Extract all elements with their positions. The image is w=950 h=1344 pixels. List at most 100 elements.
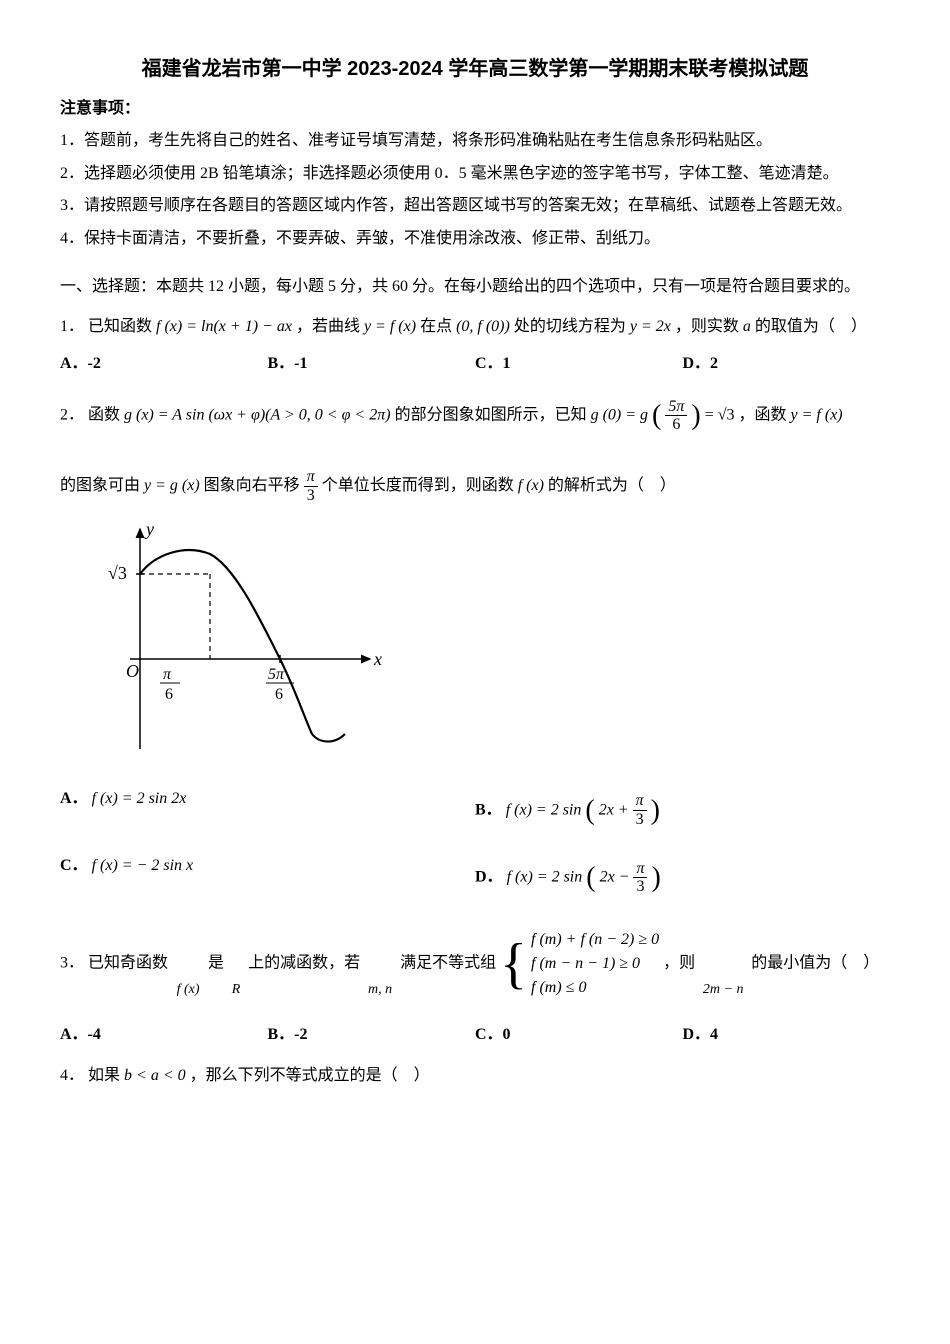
q1-choice-b: B．-1 — [268, 349, 476, 379]
q3-expr: 2m − n — [703, 973, 744, 1007]
notice-item: 3．请按照题号顺序在各题目的答题区域内作答，超出答题区域书写的答案无效；在草稿纸… — [60, 191, 890, 221]
question-2-line2: 的图象可由 y = g (x) 图象向右平移 π 3 个单位长度而得到，则函数 … — [60, 468, 890, 504]
frac-num: π — [633, 792, 647, 811]
frac-den: 3 — [304, 487, 318, 505]
frac-num: 5π — [665, 398, 687, 417]
q1-text: 处的切线方程为 — [514, 318, 630, 335]
choice-expr: f (x) = 2 sin 2x — [92, 790, 187, 807]
rparen-icon: ) — [651, 862, 660, 893]
q2-choice-c: C． f (x) = − 2 sin x — [60, 851, 475, 904]
q1-a: a — [743, 318, 751, 335]
q3-brace: { f (m) + f (n − 2) ≥ 0 f (m − n − 1) ≥ … — [500, 928, 659, 1000]
frac-num: π — [304, 468, 318, 487]
q1-tail: 的取值为（ ） — [755, 318, 867, 335]
graph-xtick2-den: 6 — [275, 686, 283, 703]
notice-heading: 注意事项： — [60, 94, 890, 124]
brace-row: f (m) + f (n − 2) ≥ 0 — [531, 928, 659, 952]
q1-f-expr: f (x) = ln(x + 1) − ax — [156, 318, 292, 335]
q1-y-expr: y = f (x) — [364, 318, 416, 335]
question-4: 4． 如果 b < a < 0 ，那么下列不等式成立的是（ ） — [60, 1061, 890, 1091]
question-1: 1． 已知函数 f (x) = ln(x + 1) − ax ，若曲线 y = … — [60, 312, 890, 342]
q2-text: 的图象可由 — [60, 477, 144, 494]
q3-fx: f (x) — [177, 973, 200, 1007]
q4-number: 4． — [60, 1067, 84, 1084]
q1-choice-d: D．2 — [683, 349, 891, 379]
q4-text: ，那么下列不等式成立的是（ ） — [190, 1067, 430, 1084]
q3-mn: m, n — [368, 973, 392, 1007]
lparen-icon: ( — [585, 795, 594, 826]
q3-choice-c: C．0 — [475, 1020, 683, 1050]
q2-fx: f (x) — [518, 477, 544, 494]
q2-shift-frac: π 3 — [304, 468, 318, 504]
brace-row: f (m − n − 1) ≥ 0 — [531, 952, 659, 976]
q1-choice-c: C．1 — [475, 349, 683, 379]
q2-g0-frac: 5π 6 — [665, 398, 687, 434]
choice-inner: 2x + — [599, 801, 633, 818]
choice-label: B． — [475, 801, 502, 818]
choice-lhs: f (x) = 2 sin — [507, 868, 583, 885]
q3-text: 上的减函数，若 — [248, 955, 360, 972]
q1-text: ，则实数 — [675, 318, 743, 335]
q3-text: 已知奇函数 — [88, 955, 168, 972]
q3-choice-a: A．-4 — [60, 1020, 268, 1050]
q2-choice-a: A． f (x) = 2 sin 2x — [60, 784, 475, 837]
brace-row: f (m) ≤ 0 — [531, 976, 659, 1000]
graph-y-label: y — [144, 519, 154, 539]
q2-lparen: ( — [652, 400, 661, 431]
q1-choices: A．-2 B．-1 C．1 D．2 — [60, 349, 890, 379]
q2-text: 图象向右平移 — [204, 477, 304, 494]
question-3: 3． 已知奇函数 f (x) 是 R 上的减函数，若 m, n 满足不等式组 {… — [60, 928, 890, 1000]
q2-graph: √3 O π 6 5π 6 y x — [90, 519, 890, 770]
q2-text: 个单位长度而得到，则函数 — [322, 477, 518, 494]
q1-number: 1． — [60, 318, 84, 335]
lparen-icon: ( — [586, 862, 595, 893]
choice-label: D． — [475, 868, 503, 885]
notice-item: 4．保持卡面清洁，不要折叠，不要弄破、弄皱，不准使用涂改液、修正带、刮纸刀。 — [60, 224, 890, 254]
frac-den: 3 — [633, 811, 647, 829]
choice-frac: π 3 — [633, 792, 647, 828]
q1-point: (0, f (0)) — [456, 318, 510, 335]
q2-rparen: ) — [691, 400, 700, 431]
frac-num: π — [633, 860, 647, 879]
q2-eq: = — [705, 407, 718, 424]
graph-ytick: √3 — [108, 563, 127, 583]
q2-g-def: g (x) = A sin (ωx + φ)(A > 0, 0 < φ < 2π… — [124, 406, 391, 423]
q2-g0-rhs: √3 — [718, 407, 735, 424]
choice-frac: π 3 — [633, 860, 647, 896]
graph-origin: O — [126, 661, 139, 681]
choice-inner: 2x − — [600, 868, 634, 885]
q2-choices: A． f (x) = 2 sin 2x B． f (x) = 2 sin ( 2… — [60, 784, 890, 918]
q2-text: 函数 — [88, 406, 124, 423]
q2-g0-lhs: g (0) = g — [591, 407, 648, 424]
choice-label: A． — [60, 790, 88, 807]
q1-choice-a: A．-2 — [60, 349, 268, 379]
frac-den: 3 — [633, 878, 647, 896]
q1-text: ，若曲线 — [296, 318, 364, 335]
graph-xtick1-num: π — [163, 666, 172, 683]
graph-xtick2-num: 5π — [268, 666, 285, 683]
q2-number: 2． — [60, 406, 84, 423]
q2-choice-b: B． f (x) = 2 sin ( 2x + π 3 ) — [475, 784, 890, 837]
section-1-heading: 一、选择题：本题共 12 小题，每小题 5 分，共 60 分。在每小题给出的四个… — [60, 272, 890, 302]
q2-ygx: y = g (x) — [144, 477, 200, 494]
q3-text: 满足不等式组 — [400, 955, 496, 972]
graph-xtick1-den: 6 — [165, 686, 173, 703]
q2-text: ，函数 — [739, 406, 791, 423]
q1-text: 已知函数 — [88, 318, 156, 335]
notice-item: 2．选择题必须使用 2B 铅笔填涂；非选择题必须使用 0．5 毫米黑色字迹的签字… — [60, 159, 890, 189]
brace-icon: { — [500, 936, 527, 992]
q2-graph-svg: √3 O π 6 5π 6 y x — [90, 519, 390, 759]
choice-label: C． — [60, 857, 88, 874]
question-2: 2． 函数 g (x) = A sin (ωx + φ)(A > 0, 0 < … — [60, 389, 890, 442]
q3-choice-b: B．-2 — [268, 1020, 476, 1050]
q2-yfx: y = f (x) — [791, 406, 843, 423]
q2-text: 的解析式为（ ） — [548, 477, 676, 494]
choice-lhs: f (x) = 2 sin — [506, 801, 582, 818]
q1-line: y = 2x — [630, 318, 671, 335]
q3-choices: A．-4 B．-2 C．0 D．4 — [60, 1020, 890, 1050]
q3-choice-d: D．4 — [683, 1020, 891, 1050]
notice-item: 1．答题前，考生先将自己的姓名、准考证号填写清楚，将条形码准确粘贴在考生信息条形… — [60, 126, 890, 156]
q4-text: 如果 — [88, 1067, 124, 1084]
choice-expr: f (x) = − 2 sin x — [92, 857, 194, 874]
q1-text: 在点 — [420, 318, 456, 335]
